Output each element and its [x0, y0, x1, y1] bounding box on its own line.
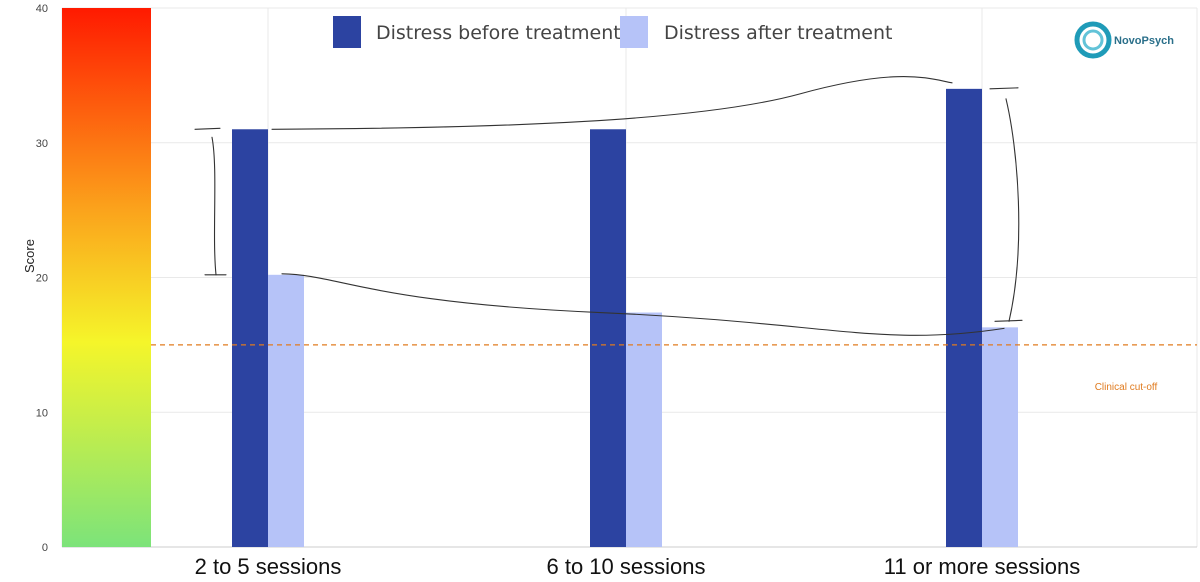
brand-logo-icon: [1074, 21, 1112, 59]
annotation-bracket-right-line: [1005, 98, 1020, 322]
annotation-bracket-right-top: [989, 87, 1019, 90]
legend-swatch-after: [620, 16, 648, 48]
bar-before-2: [590, 129, 626, 547]
y-tick-label: 10: [36, 407, 48, 419]
brand-logo: NovoPsych: [1074, 21, 1174, 59]
brand-name: NovoPsych: [1114, 35, 1174, 47]
bar-before-3: [946, 88, 982, 547]
legend-swatch-before: [333, 16, 361, 48]
legend-label-before: Distress before treatment: [376, 22, 621, 44]
legend: Distress before treatment Distress after…: [333, 16, 892, 48]
bar-before-1: [232, 129, 268, 547]
y-tick-label: 20: [36, 273, 48, 285]
annotation-bracket-left-line: [211, 136, 217, 276]
x-category-label: 6 to 10 sessions: [547, 554, 706, 579]
legend-label-after: Distress after treatment: [664, 22, 892, 44]
clinical-cutoff-label: Clinical cut-off: [1095, 382, 1158, 393]
y-axis-label: Score: [22, 239, 37, 273]
y-tick-labels: 0 10 20 30 40: [36, 3, 48, 554]
bar-after-1: [268, 274, 304, 547]
x-category-label: 11 or more sessions: [884, 554, 1080, 579]
y-tick-label: 40: [36, 3, 48, 15]
annotation-curve-before: [271, 76, 953, 130]
x-category-label: 2 to 5 sessions: [195, 554, 342, 579]
annotation-curve-after: [281, 273, 1005, 336]
bars: [232, 88, 1018, 547]
hand-drawn-annotations: [194, 76, 1023, 336]
y-tick-label: 30: [36, 138, 48, 150]
bar-after-2: [626, 312, 662, 547]
annotation-bracket-left-top: [194, 127, 221, 130]
bar-after-3: [982, 327, 1018, 547]
y-tick-label: 0: [42, 542, 48, 554]
annotation-bracket-right-bottom: [994, 319, 1023, 322]
severity-gradient-bar: [62, 8, 151, 547]
x-category-labels: 2 to 5 sessions 6 to 10 sessions 11 or mor…: [195, 554, 1081, 579]
